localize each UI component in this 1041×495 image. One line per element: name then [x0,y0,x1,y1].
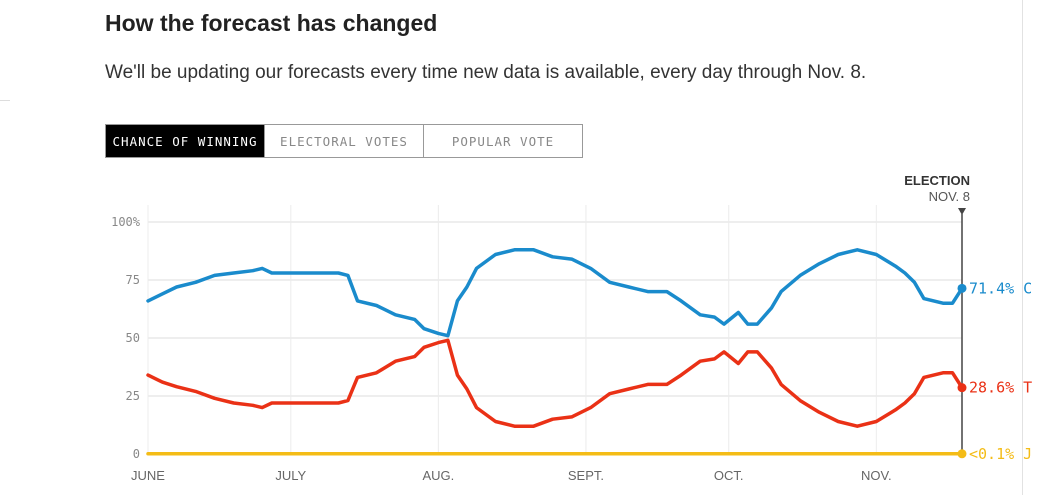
x-tick-label: JUNE [131,468,165,483]
left-divider [0,100,10,101]
x-tick-label: SEPT. [568,468,604,483]
election-date-label: NOV. 8 [929,189,970,204]
series-endpoint-clinton [957,283,967,293]
series-line-trump [146,338,964,428]
y-tick-label: 0 [133,447,140,461]
election-label: ELECTION [904,173,970,188]
right-divider [1022,0,1023,495]
x-tick-label: NOV. [861,468,892,483]
y-tick-label: 100% [111,215,141,229]
election-arrow-icon [958,208,966,215]
section-subtitle: We'll be updating our forecasts every ti… [105,62,867,83]
x-tick-label: JULY [275,468,306,483]
tab-chance-of-winning[interactable]: CHANCE OF WINNING [106,125,265,157]
x-tick-label: AUG. [422,468,454,483]
x-tick-label: OCT. [714,468,744,483]
series-line-clinton [146,248,964,338]
series-end-label-trump: 28.6% T [969,379,1032,397]
section-title: How the forecast has changed [105,10,438,36]
tab-electoral-votes[interactable]: ELECTORAL VOTES [265,125,424,157]
series-end-label-johnson: <0.1% J [969,445,1032,463]
y-tick-label: 75 [126,273,140,287]
y-tick-label: 25 [126,389,140,403]
y-tick-label: 50 [126,331,140,345]
metric-tab-group: CHANCE OF WINNING ELECTORAL VOTES POPULA… [105,124,583,158]
tab-popular-vote[interactable]: POPULAR VOTE [424,125,582,157]
series-endpoint-trump [957,383,967,393]
series-end-label-clinton: 71.4% C [969,279,1032,297]
series-endpoint-johnson [957,449,967,459]
